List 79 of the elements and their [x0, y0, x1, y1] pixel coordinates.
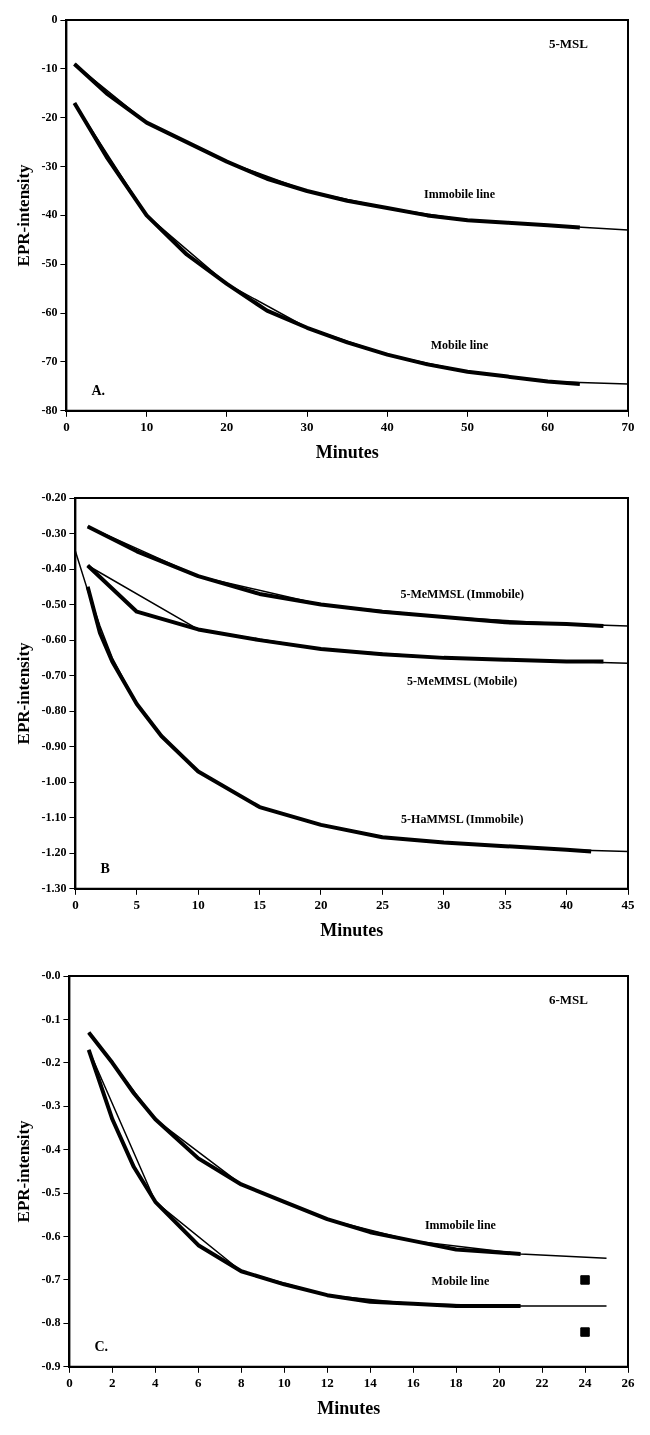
y-tick-label: -0.60 — [41, 632, 67, 647]
series-label: Mobile line — [430, 338, 490, 353]
x-tick-label: 6 — [195, 1374, 203, 1390]
y-axis-title: EPR-intensity — [13, 641, 33, 745]
x-tick-label: 4 — [152, 1374, 160, 1390]
y-tick-label: -0.3 — [41, 1098, 61, 1113]
x-tick-label: 50 — [461, 418, 475, 434]
y-tick-label: -60 — [41, 305, 58, 320]
x-axis-title: Minutes — [317, 1397, 381, 1418]
x-tick-label: 8 — [238, 1374, 246, 1390]
y-tick-label: -0.70 — [41, 667, 67, 682]
x-tick-label: 20 — [314, 896, 328, 912]
text: 5-MSL — [549, 35, 589, 51]
annotation: C. — [94, 1339, 109, 1355]
y-tick-label: -1.00 — [41, 774, 67, 789]
y-tick-label: -0.2 — [41, 1054, 61, 1069]
x-tick-label: 2 — [109, 1374, 116, 1390]
y-tick-label: -0.0 — [41, 968, 61, 983]
y-tick-label: -0.5 — [41, 1185, 61, 1200]
x-tick-label: 40 — [560, 896, 574, 912]
series-label: 5-MeMMSL (Immobile) — [400, 586, 525, 601]
x-tick-label: 10 — [191, 896, 205, 912]
y-tick-label: -80 — [41, 402, 58, 417]
y-tick-label: -20 — [41, 109, 58, 124]
x-tick-label: 18 — [449, 1374, 464, 1390]
annotation: A. — [91, 383, 106, 399]
y-tick-label: -0.1 — [41, 1011, 61, 1026]
y-tick-label: -30 — [41, 158, 58, 173]
x-tick-label: 0 — [72, 896, 79, 912]
series-label: Mobile line — [431, 1274, 490, 1289]
x-tick-label: 14 — [363, 1374, 378, 1390]
x-tick-label: 15 — [253, 896, 267, 912]
y-tick-label: -50 — [41, 256, 58, 271]
x-tick-label: 60 — [541, 418, 555, 434]
y-tick-label: -0.90 — [41, 738, 67, 753]
x-axis-title: Minutes — [315, 441, 379, 462]
x-axis-title: Minutes — [320, 919, 384, 940]
x-tick-label: 10 — [277, 1374, 291, 1390]
y-tick-label: -0.4 — [41, 1141, 61, 1156]
x-tick-label: 35 — [498, 896, 513, 912]
annotation: B — [100, 861, 110, 877]
y-tick-label: -40 — [41, 207, 58, 222]
x-tick-label: 16 — [406, 1374, 421, 1390]
y-tick-label: -0.7 — [41, 1272, 61, 1287]
y-axis-title: EPR-intensity — [13, 163, 33, 267]
x-tick-label: 20 — [492, 1374, 506, 1390]
text: 6-MSL — [549, 991, 589, 1007]
y-tick-label: -0.8 — [41, 1315, 61, 1330]
x-tick-label: 30 — [437, 896, 451, 912]
y-tick-label: -1.20 — [41, 845, 67, 860]
y-tick-label: -0.80 — [41, 703, 67, 718]
series-label: 5-MeMMSL (Mobile) — [407, 674, 518, 689]
y-tick-label: -1.30 — [41, 880, 67, 895]
x-tick-label: 24 — [578, 1374, 593, 1390]
y-tick-label: -70 — [41, 354, 58, 369]
x-tick-label: 70 — [621, 418, 635, 434]
y-tick-label: -0.50 — [41, 596, 67, 611]
x-tick-label: 25 — [375, 896, 390, 912]
x-tick-label: 5 — [133, 896, 141, 912]
y-tick-label: -0.9 — [41, 1358, 61, 1373]
x-tick-label: 30 — [300, 418, 314, 434]
series-label: 5-HaMMSL (Immobile) — [401, 811, 524, 826]
x-tick-label: 10 — [140, 418, 154, 434]
y-tick-label: -0.20 — [41, 490, 67, 505]
x-tick-label: 22 — [535, 1374, 549, 1390]
y-tick-label: -10 — [41, 60, 58, 75]
y-tick-label: -0.40 — [41, 561, 67, 576]
y-tick-label: 0 — [51, 12, 58, 27]
y-tick-label: -0.6 — [41, 1228, 61, 1243]
x-tick-label: 12 — [320, 1374, 334, 1390]
x-tick-label: 40 — [380, 418, 394, 434]
y-axis-title: EPR-intensity — [13, 1119, 33, 1223]
x-tick-label: 45 — [621, 896, 635, 912]
x-tick-label: 20 — [220, 418, 234, 434]
y-tick-label: -1.10 — [41, 809, 67, 824]
series-label: Immobile line — [424, 187, 496, 202]
series-label: Immobile line — [424, 1217, 497, 1232]
y-tick-label: -0.30 — [41, 525, 67, 540]
x-tick-label: 26 — [621, 1374, 635, 1390]
